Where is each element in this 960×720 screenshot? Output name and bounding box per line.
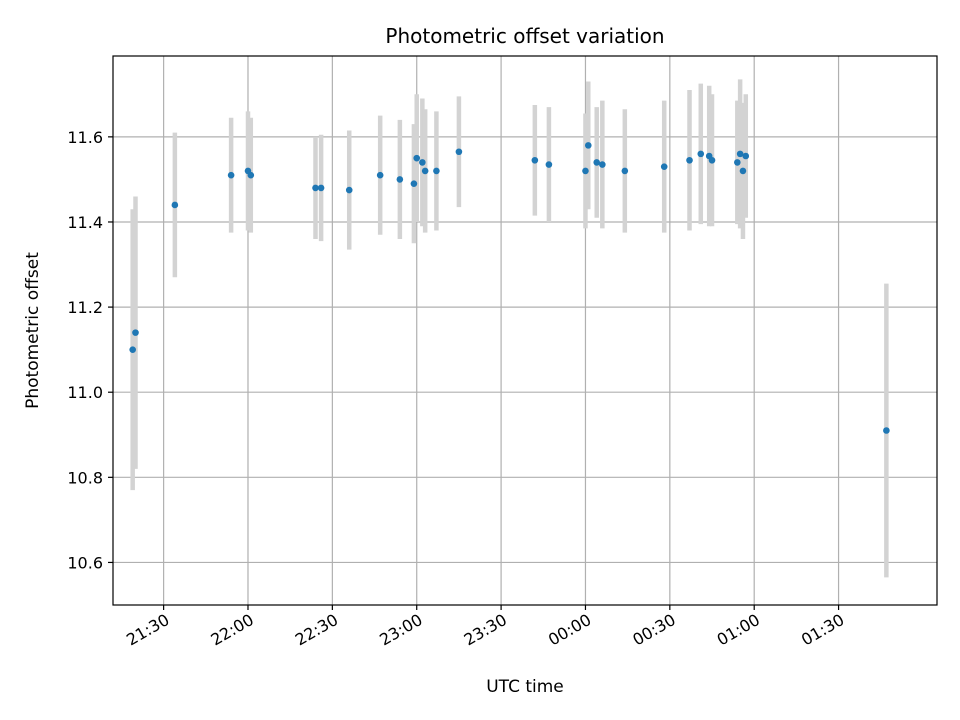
x-tick-label: 23:00	[376, 610, 425, 650]
data-point	[686, 156, 693, 164]
y-tick-label: 11.4	[67, 213, 103, 232]
y-tick-label: 11.0	[67, 383, 103, 402]
x-axis-label: UTC time	[486, 677, 564, 697]
data-point	[312, 184, 319, 192]
x-tick-label: 01:00	[714, 610, 763, 650]
data-point	[697, 150, 705, 158]
data-point	[421, 167, 429, 175]
data-point	[734, 159, 741, 166]
data-point	[742, 152, 750, 160]
y-tick-label: 10.6	[67, 553, 103, 572]
error-bars	[130, 79, 889, 578]
y-tick-label: 10.8	[67, 468, 103, 487]
data-point	[376, 171, 384, 179]
x-tick-label: 22:00	[207, 610, 256, 650]
data-point	[883, 427, 890, 434]
data-point	[419, 159, 426, 166]
data-point	[584, 142, 592, 149]
data-point	[413, 154, 421, 162]
data-point	[433, 167, 440, 175]
plot-frame	[112, 55, 938, 606]
data-point	[345, 186, 353, 194]
data-point	[247, 171, 255, 179]
data-point	[582, 167, 589, 175]
data-point	[545, 161, 553, 168]
x-tick-label: 21:30	[123, 610, 172, 650]
y-axis-label: Photometric offset	[23, 252, 43, 409]
data-point	[593, 159, 601, 166]
data-point	[739, 167, 747, 175]
x-tick-label: 01:30	[798, 610, 847, 650]
data-point	[410, 180, 418, 187]
data-point	[129, 346, 136, 353]
data-point	[621, 167, 629, 175]
data-point	[455, 148, 463, 156]
grid-lines	[113, 56, 937, 605]
data-point	[317, 184, 325, 192]
x-tick-label: 22:30	[292, 610, 341, 650]
data-point	[227, 171, 235, 179]
data-point	[660, 163, 668, 170]
data-point	[396, 176, 404, 183]
y-tick-label: 11.2	[67, 298, 103, 317]
data-point	[531, 156, 539, 164]
data-point	[171, 201, 179, 209]
x-tick-label: 00:30	[629, 610, 678, 650]
x-tick-label: 00:00	[545, 610, 594, 650]
data-point	[132, 329, 139, 336]
data-point	[736, 150, 744, 158]
data-point	[708, 156, 716, 164]
data-points	[129, 142, 890, 434]
y-tick-label: 11.6	[67, 128, 103, 147]
chart-title: Photometric offset variation	[385, 24, 664, 48]
x-tick-label: 23:30	[461, 610, 510, 650]
data-point	[599, 161, 606, 168]
